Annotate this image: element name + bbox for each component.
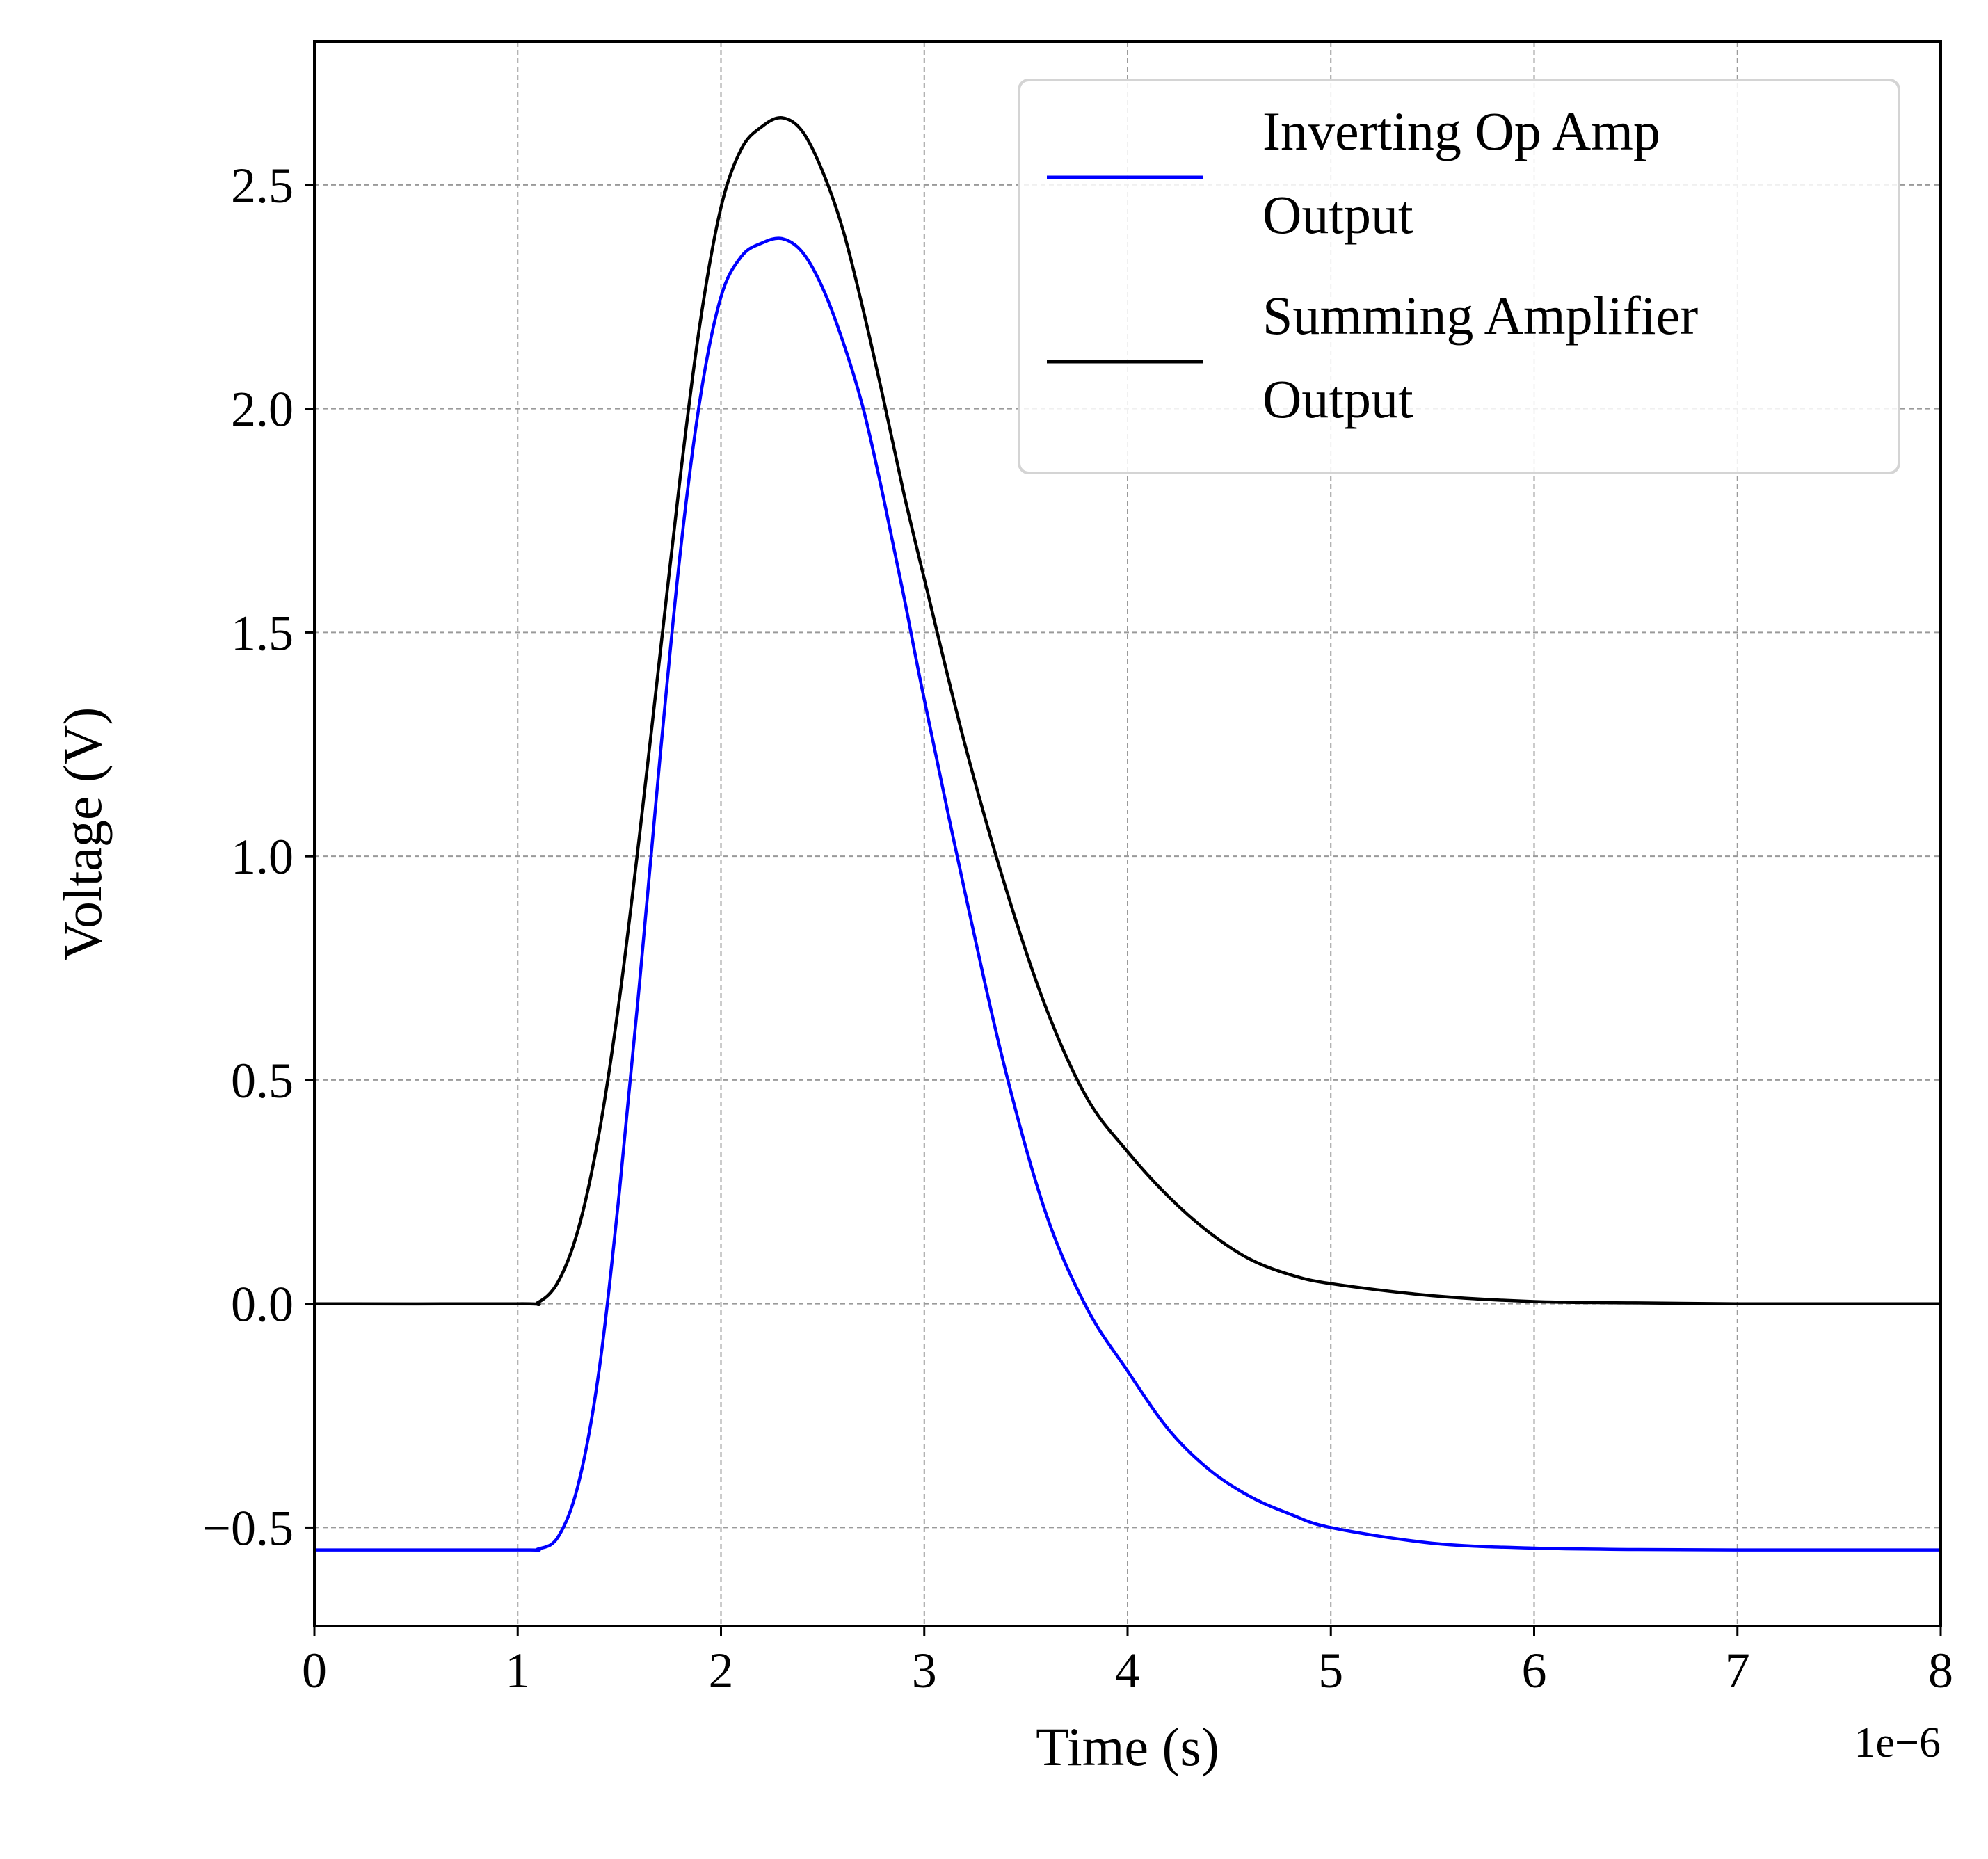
y-tick-label: 2.0	[231, 382, 294, 437]
x-axis-offset-label: 1e−6	[1854, 1719, 1941, 1767]
legend-label-0: Inverting Op Amp Output	[1262, 101, 1660, 245]
x-tick-label: 5	[1318, 1643, 1343, 1698]
x-tick-label: 1	[505, 1643, 530, 1698]
legend-label-1: Summing Amplifier Output	[1262, 285, 1698, 429]
x-tick-label: 6	[1522, 1643, 1547, 1698]
x-tick-label: 8	[1928, 1643, 1953, 1698]
x-tick-label: 4	[1115, 1643, 1140, 1698]
ticks: 0 1 2 3 4 5 6 7 8 −0.5 0.0 0.5 1.0 1.5 2.0 2.5	[202, 158, 1953, 1698]
series-line-1	[314, 116, 1941, 1306]
x-tick-label: 3	[912, 1643, 937, 1698]
y-tick-label: −0.5	[202, 1500, 294, 1556]
x-tick-label: 7	[1725, 1643, 1750, 1698]
y-tick-label: 1.0	[231, 829, 294, 885]
x-axis-label: Time (s)	[1036, 1716, 1219, 1777]
x-tick-label: 0	[302, 1643, 327, 1698]
x-tick-label: 2	[709, 1643, 734, 1698]
legend: Inverting Op Amp Output Summing Amplifier O…	[1018, 79, 1900, 474]
y-axis-label: Voltage (V)	[52, 707, 113, 961]
y-tick-label: 0.0	[231, 1277, 294, 1333]
legend-box	[1018, 79, 1900, 474]
series-lines	[314, 116, 1941, 1552]
y-tick-label: 2.5	[231, 158, 294, 214]
y-tick-label: 0.5	[231, 1053, 294, 1109]
series-line-0	[314, 236, 1941, 1552]
y-tick-label: 1.5	[231, 605, 294, 661]
